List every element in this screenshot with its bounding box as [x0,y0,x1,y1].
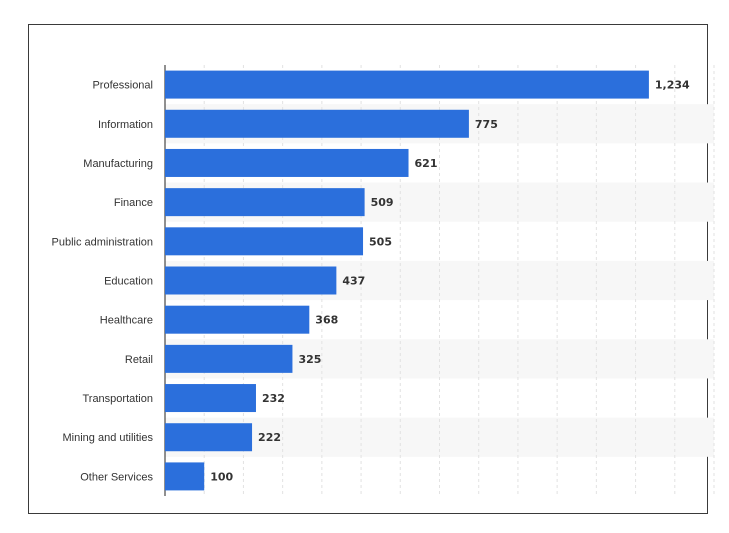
value-label: 368 [315,314,338,327]
value-label: 1,234 [655,79,690,92]
category-label: Public administration [52,236,154,248]
bar[interactable] [165,305,310,334]
category-label: Healthcare [100,315,153,327]
value-label: 509 [371,196,394,209]
category-labels: Professional Information Manufacturing Fina… [52,80,154,484]
value-label: 100 [210,470,233,483]
bar[interactable] [165,109,469,138]
category-label: Professional [92,80,153,92]
bar[interactable] [165,70,649,99]
value-label: 505 [369,235,392,248]
value-label: 325 [298,353,321,366]
value-label: 222 [258,431,281,444]
bar[interactable] [165,227,364,256]
value-label: 437 [342,275,365,288]
bar[interactable] [165,266,337,295]
value-label: 775 [475,118,498,131]
category-label: Education [104,276,153,288]
value-label: 621 [415,157,438,170]
category-label: Retail [125,354,153,366]
value-labels: 1,234 775 621 509 505 437 368 325 232 222 100 [210,79,690,484]
category-label: Information [98,119,153,131]
category-label: Mining and utilities [63,432,154,444]
value-label: 232 [262,392,285,405]
category-label: Manufacturing [83,158,153,170]
bar[interactable] [165,384,256,413]
category-label: Transportation [82,393,153,405]
bar[interactable] [165,188,365,217]
bars [165,70,649,491]
bar[interactable] [165,148,409,177]
bar[interactable] [165,423,253,452]
bar[interactable] [165,344,293,373]
category-label: Other Services [80,471,153,483]
bar[interactable] [165,462,205,491]
category-label: Finance [114,197,153,209]
